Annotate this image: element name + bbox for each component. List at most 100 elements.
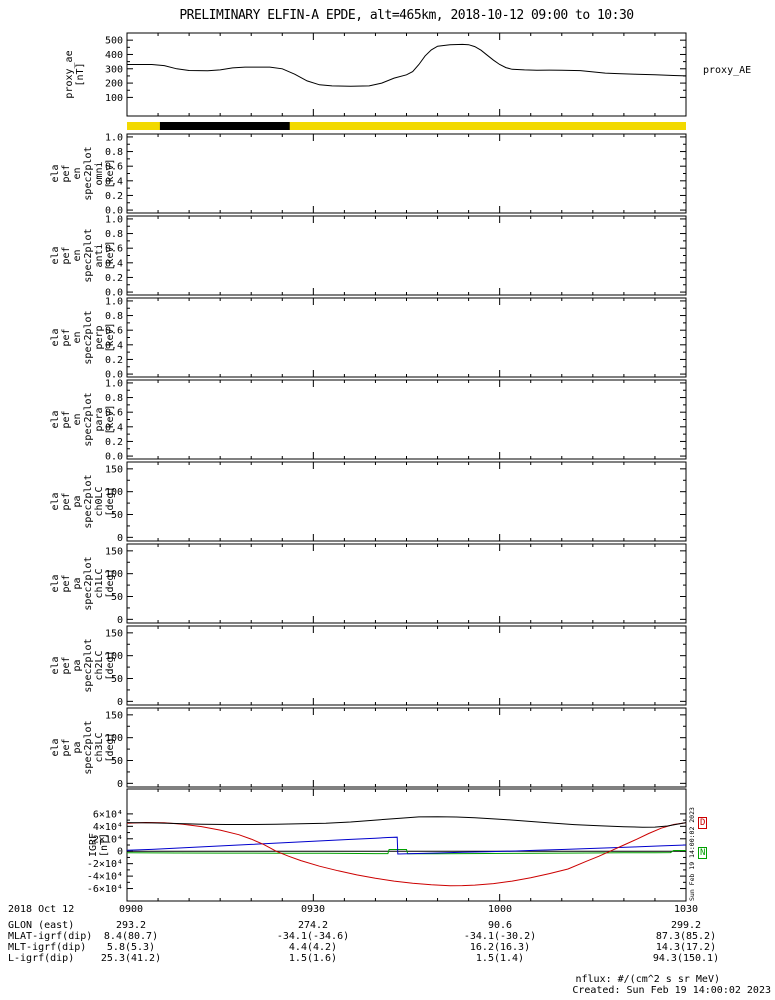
omni-ytick-label: 0.8 xyxy=(105,147,123,158)
igrf-panel-frame xyxy=(126,788,687,902)
annotation-value: 87.3(85.2) xyxy=(655,931,717,942)
ch2-panel-frame xyxy=(126,625,687,706)
annotation-value: 94.3(150.1) xyxy=(652,953,720,964)
omni-yaxis-label-line: omni xyxy=(94,161,105,185)
proxy-ytick-label: 500 xyxy=(105,36,123,47)
xaxis-tick-label: 0930 xyxy=(300,904,326,915)
ch1-yaxis-label-line: spec2plot xyxy=(83,556,94,610)
ch2-yaxis-label-line: ch2LC xyxy=(94,650,105,680)
annotation-value: 8.4(80.7) xyxy=(103,931,159,942)
ch2-ytick-label: 100 xyxy=(105,651,123,662)
proxy-ytick-label: 200 xyxy=(105,79,123,90)
igrf-series-N xyxy=(127,836,686,855)
para-ytick-label: 0.4 xyxy=(105,422,123,433)
ch3-yaxis-label-line: pa xyxy=(72,741,83,753)
perp-ytick-label: 1.0 xyxy=(105,296,123,307)
anti-yaxis-label-line: pef xyxy=(61,246,72,264)
igrf-legend-D: D xyxy=(698,817,708,830)
ch0-ytick-label: 150 xyxy=(105,464,123,475)
ch3-yaxis-label-line: ela xyxy=(50,738,61,756)
ch1-yaxis-label-line: ch1LC xyxy=(94,568,105,598)
ch2-yaxis-label-line: pef xyxy=(61,656,72,674)
annotation-value: -34.1(-34.6) xyxy=(276,931,350,942)
annotation-value: -34.1(-30.2) xyxy=(463,931,537,942)
annotation-value: 1.5(1.4) xyxy=(475,953,525,964)
ch0-yaxis-label-line: pa xyxy=(72,495,83,507)
annotation-row-label: 2018 Oct 12 xyxy=(8,904,75,915)
para-yaxis-label-line: spec2plot xyxy=(83,392,94,446)
ch2-ytick-label: 150 xyxy=(105,628,123,639)
ch1-yaxis-label-line: pef xyxy=(61,574,72,592)
anti-yaxis-label-line: ela xyxy=(50,246,61,264)
ch0-yaxis-label-line: spec2plot xyxy=(83,474,94,528)
annotation-value: 90.6 xyxy=(487,920,513,931)
anti-ytick-label: 0.0 xyxy=(105,288,123,299)
ch0-ytick-label: 100 xyxy=(105,487,123,498)
plot-title: PRELIMINARY ELFIN-A EPDE, alt=465km, 201… xyxy=(179,8,634,23)
ch0-yaxis-label-line: [deg] xyxy=(105,486,116,516)
perp-ytick-label: 0.6 xyxy=(105,326,123,337)
ch2-yaxis-label-line: ela xyxy=(50,656,61,674)
igrf-legend-N: N xyxy=(698,847,708,860)
perp-yaxis-label-line: en xyxy=(72,331,83,343)
igrf-yaxis-label-line: [nT] xyxy=(99,833,110,857)
perp-yaxis-label-line: pef xyxy=(61,328,72,346)
proxy-ytick-label: 300 xyxy=(105,64,123,75)
omni-ytick-label: 0.4 xyxy=(105,176,123,187)
para-yaxis-label-line: [keV] xyxy=(105,404,116,434)
ch0-yaxis-label-line: ela xyxy=(50,492,61,510)
perp-ytick-label: 0.4 xyxy=(105,340,123,351)
proxy-yaxis-label-line: [nT] xyxy=(75,62,86,86)
anti-panel-frame xyxy=(126,215,687,296)
ch0-panel-frame xyxy=(126,461,687,542)
perp-ytick-label: 0.8 xyxy=(105,311,123,322)
anti-ytick-label: 0.2 xyxy=(105,273,123,284)
annotation-value: 16.2(16.3) xyxy=(469,942,531,953)
ch0-ytick-label: 0 xyxy=(117,533,123,544)
omni-yaxis-label-line: pef xyxy=(61,164,72,182)
mode-availability-bar xyxy=(127,122,686,130)
anti-yaxis-label-line: anti xyxy=(94,243,105,267)
xaxis-tick-label: 0900 xyxy=(118,904,144,915)
proxy-series-proxy_AE xyxy=(127,43,686,87)
xaxis-tick-label: 1030 xyxy=(673,904,699,915)
omni-ytick-label: 0.0 xyxy=(105,206,123,217)
anti-yaxis-label-line: en xyxy=(72,249,83,261)
para-ytick-label: 0.0 xyxy=(105,452,123,463)
para-ytick-label: 0.6 xyxy=(105,408,123,419)
ch2-yaxis-label-line: [deg] xyxy=(105,650,116,680)
para-ytick-label: 0.8 xyxy=(105,393,123,404)
ch1-yaxis-label-line: pa xyxy=(72,577,83,589)
perp-ytick-label: 0.2 xyxy=(105,355,123,366)
perp-ytick-label: 0.0 xyxy=(105,370,123,381)
ch3-yaxis-label-line: spec2plot xyxy=(83,720,94,774)
proxy-ytick-label: 400 xyxy=(105,50,123,61)
omni-yaxis-label-line: ela xyxy=(50,164,61,182)
annotation-value: 293.2 xyxy=(115,920,147,931)
ch3-yaxis-label-line: ch3LC xyxy=(94,732,105,762)
ch2-ytick-label: 50 xyxy=(111,674,123,685)
omni-yaxis-label-line: [keV] xyxy=(105,158,116,188)
omni-ytick-label: 0.6 xyxy=(105,162,123,173)
ch1-panel-frame xyxy=(126,543,687,624)
perp-panel-frame xyxy=(126,297,687,378)
igrf-ytick-label: 4×10⁴ xyxy=(93,822,123,833)
igrf-ytick-label: 6×10⁴ xyxy=(93,809,123,820)
ch1-yaxis-label-line: ela xyxy=(50,574,61,592)
para-yaxis-label-line: para xyxy=(94,407,105,431)
ch3-ytick-label: 0 xyxy=(117,779,123,790)
ch1-ytick-label: 100 xyxy=(105,569,123,580)
igrf-ytick-label: 0 xyxy=(117,847,123,858)
ch1-ytick-label: 150 xyxy=(105,546,123,557)
annotation-row-label: MLT-igrf(dip) xyxy=(8,942,87,953)
annotation-value: 299.2 xyxy=(670,920,702,931)
ch3-yaxis-label-line: [deg] xyxy=(105,732,116,762)
annotation-value: 25.3(41.2) xyxy=(100,953,162,964)
perp-yaxis-label-line: ela xyxy=(50,328,61,346)
igrf-series-B xyxy=(127,816,686,828)
para-ytick-label: 0.2 xyxy=(105,437,123,448)
mode-bar-segment xyxy=(159,122,290,130)
anti-yaxis-label-line: [keV] xyxy=(105,240,116,270)
footer-flux-units: nflux: #/(cm^2 s sr MeV) xyxy=(575,974,721,985)
